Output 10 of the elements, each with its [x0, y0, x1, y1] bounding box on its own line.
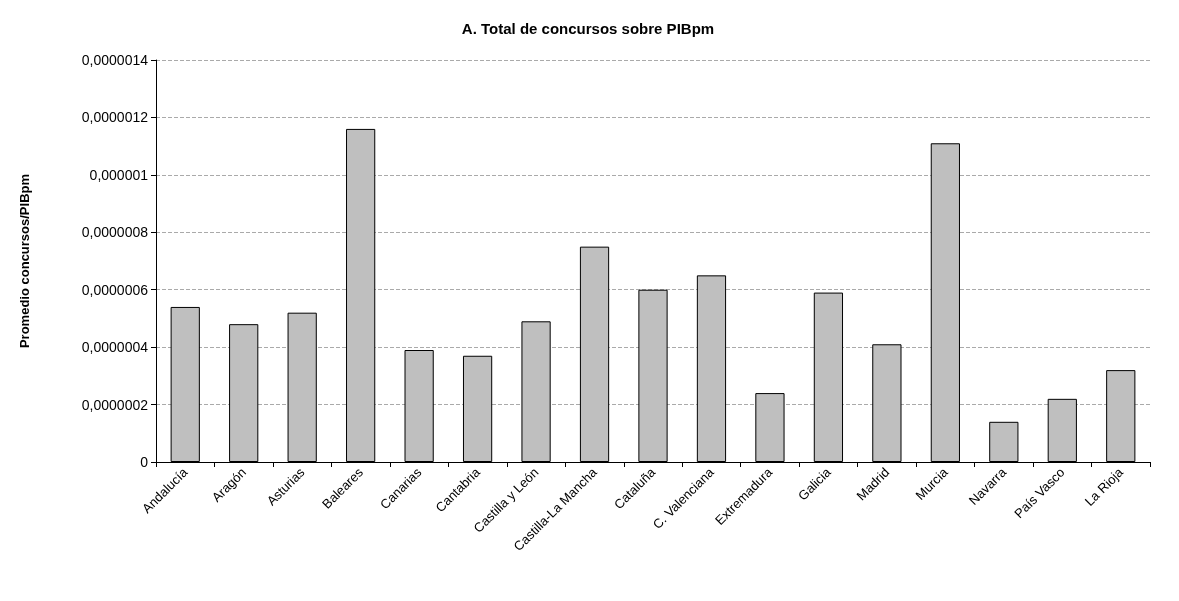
- y-tick-label: 0,000001: [89, 166, 149, 183]
- y-tick-label: 0,0000004: [81, 339, 149, 356]
- y-tick-label: 0,0000014: [81, 52, 149, 68]
- chart-title: A. Total de concursos sobre PIBpm: [461, 20, 715, 37]
- y-tick-label: 0: [140, 454, 149, 470]
- y-tick-label: 0,0000006: [81, 281, 149, 298]
- y-tick-label: 0,0000008: [81, 224, 149, 241]
- y-axis-title: Promedio concursos/PIBpm: [17, 173, 32, 349]
- y-tick-label: 0,0000002: [81, 396, 149, 413]
- y-tick-label: 0,0000012: [81, 109, 149, 126]
